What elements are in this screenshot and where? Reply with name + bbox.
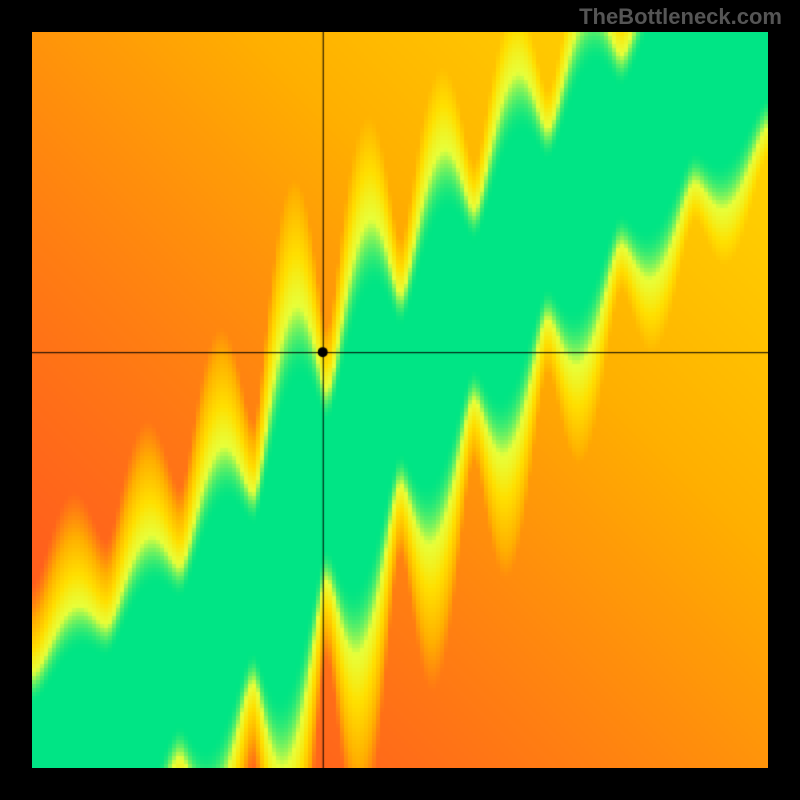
watermark-text: TheBottleneck.com <box>579 4 782 30</box>
heatmap-plot <box>0 0 800 800</box>
chart-container: TheBottleneck.com <box>0 0 800 800</box>
heatmap-canvas <box>32 32 768 768</box>
